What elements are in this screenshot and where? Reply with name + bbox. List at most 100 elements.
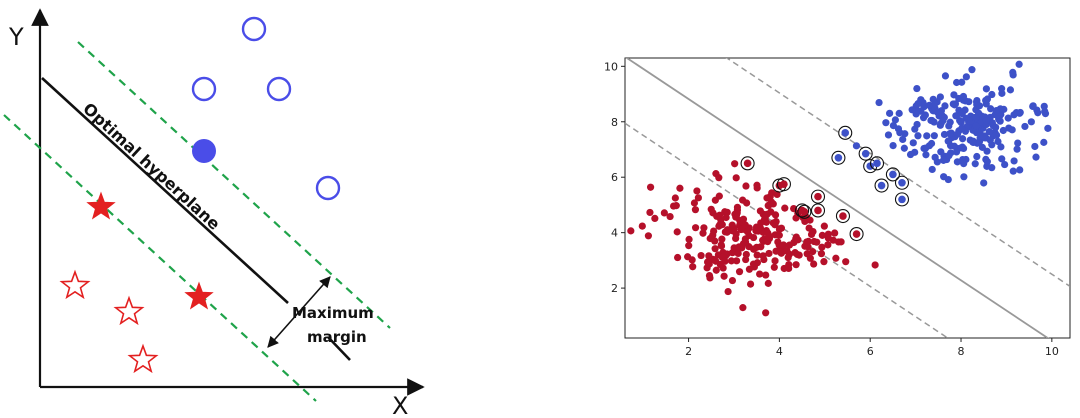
data-point: [785, 264, 793, 273]
data-point: [891, 116, 899, 124]
data-point: [783, 246, 791, 255]
svm-margin-diagram: Y X Optimal hyperplane Maximum margin: [3, 8, 425, 418]
data-point: [983, 158, 991, 166]
data-point: [994, 137, 1002, 146]
data-point: [923, 132, 931, 140]
data-point: [733, 209, 741, 217]
data-point: [953, 158, 961, 166]
data-point: [674, 253, 682, 262]
circle-filled-icon: [192, 139, 216, 163]
data-point: [718, 221, 726, 229]
data-point: [956, 117, 964, 125]
x-axis-label: X: [392, 392, 408, 418]
data-point: [792, 214, 800, 222]
data-point: [913, 84, 921, 93]
support-vector-point: [841, 129, 850, 137]
y-tick-label: 4: [611, 227, 618, 240]
data-point: [731, 160, 739, 168]
support-vector-point: [743, 159, 752, 168]
data-point: [690, 199, 699, 207]
decision-boundary: [625, 58, 1050, 338]
support-vector-ring: [869, 156, 885, 171]
data-point: [711, 237, 719, 245]
star-filled-icon: [184, 281, 214, 310]
data-point: [820, 222, 828, 230]
support-vector-ring: [858, 146, 873, 161]
data-point: [969, 138, 977, 146]
data-point: [784, 254, 792, 262]
data-point: [722, 213, 730, 222]
data-point: [941, 72, 950, 80]
data-point: [958, 78, 966, 86]
data-point: [1009, 167, 1017, 175]
y-tick-label: 6: [611, 171, 618, 184]
data-point: [734, 249, 742, 258]
data-point: [691, 224, 700, 232]
data-point: [685, 235, 693, 243]
data-point: [1009, 68, 1017, 76]
data-point: [741, 238, 750, 246]
data-point: [810, 260, 818, 268]
data-point: [723, 226, 732, 234]
data-point: [980, 179, 988, 187]
data-point: [638, 222, 646, 230]
data-point: [694, 194, 702, 202]
svm-scatter-plot: 2 4 6 8 10 2 4 6 8 10: [604, 57, 1071, 358]
data-point: [699, 229, 707, 237]
data-point: [1010, 157, 1018, 165]
data-point: [644, 232, 653, 240]
data-point: [997, 143, 1005, 151]
data-point: [712, 266, 720, 274]
optimal-hyperplane: [41, 77, 289, 304]
data-point: [982, 85, 990, 93]
data-point: [973, 152, 981, 161]
data-point: [713, 212, 721, 220]
data-point: [831, 229, 839, 237]
data-point: [842, 258, 850, 266]
lower-margin-line: [3, 114, 317, 402]
data-point: [944, 175, 952, 184]
data-point: [945, 122, 953, 130]
data-point: [724, 287, 732, 296]
data-point: [762, 309, 770, 317]
data-point: [772, 247, 780, 255]
data-point: [732, 234, 740, 243]
circle-outline-icon: [241, 16, 267, 42]
data-point: [999, 126, 1007, 135]
data-point: [792, 261, 800, 269]
support-vector-point: [834, 154, 843, 162]
data-point: [978, 143, 986, 151]
data-point: [982, 117, 991, 125]
support-vector-ring: [797, 204, 812, 219]
data-point: [1015, 60, 1023, 68]
support-vector-ring: [874, 178, 889, 193]
star-filled-icon: [86, 191, 116, 220]
data-point: [1006, 86, 1015, 94]
data-point: [933, 108, 942, 116]
data-point: [875, 98, 883, 107]
data-point: [950, 142, 958, 150]
data-point: [711, 245, 719, 253]
data-point: [673, 228, 681, 236]
support-vector-ring: [776, 177, 791, 192]
data-point: [998, 155, 1006, 163]
data-point: [785, 241, 794, 249]
data-point: [671, 194, 679, 202]
data-point: [763, 194, 771, 202]
hyperplane-label: Optimal hyperplane: [79, 99, 224, 234]
data-point: [733, 244, 741, 252]
double-arrow-icon: [267, 276, 331, 348]
support-vector-point: [814, 192, 822, 201]
data-point: [764, 202, 772, 210]
data-point: [1014, 139, 1022, 147]
data-point: [959, 92, 968, 101]
data-point: [959, 135, 967, 143]
data-point: [771, 221, 779, 229]
data-point: [975, 102, 984, 110]
data-point: [803, 238, 811, 246]
data-point: [965, 98, 973, 106]
y-tick-label: 10: [604, 60, 618, 73]
data-point: [770, 263, 778, 271]
x-tick-label: 8: [958, 345, 965, 358]
data-point: [931, 153, 939, 161]
